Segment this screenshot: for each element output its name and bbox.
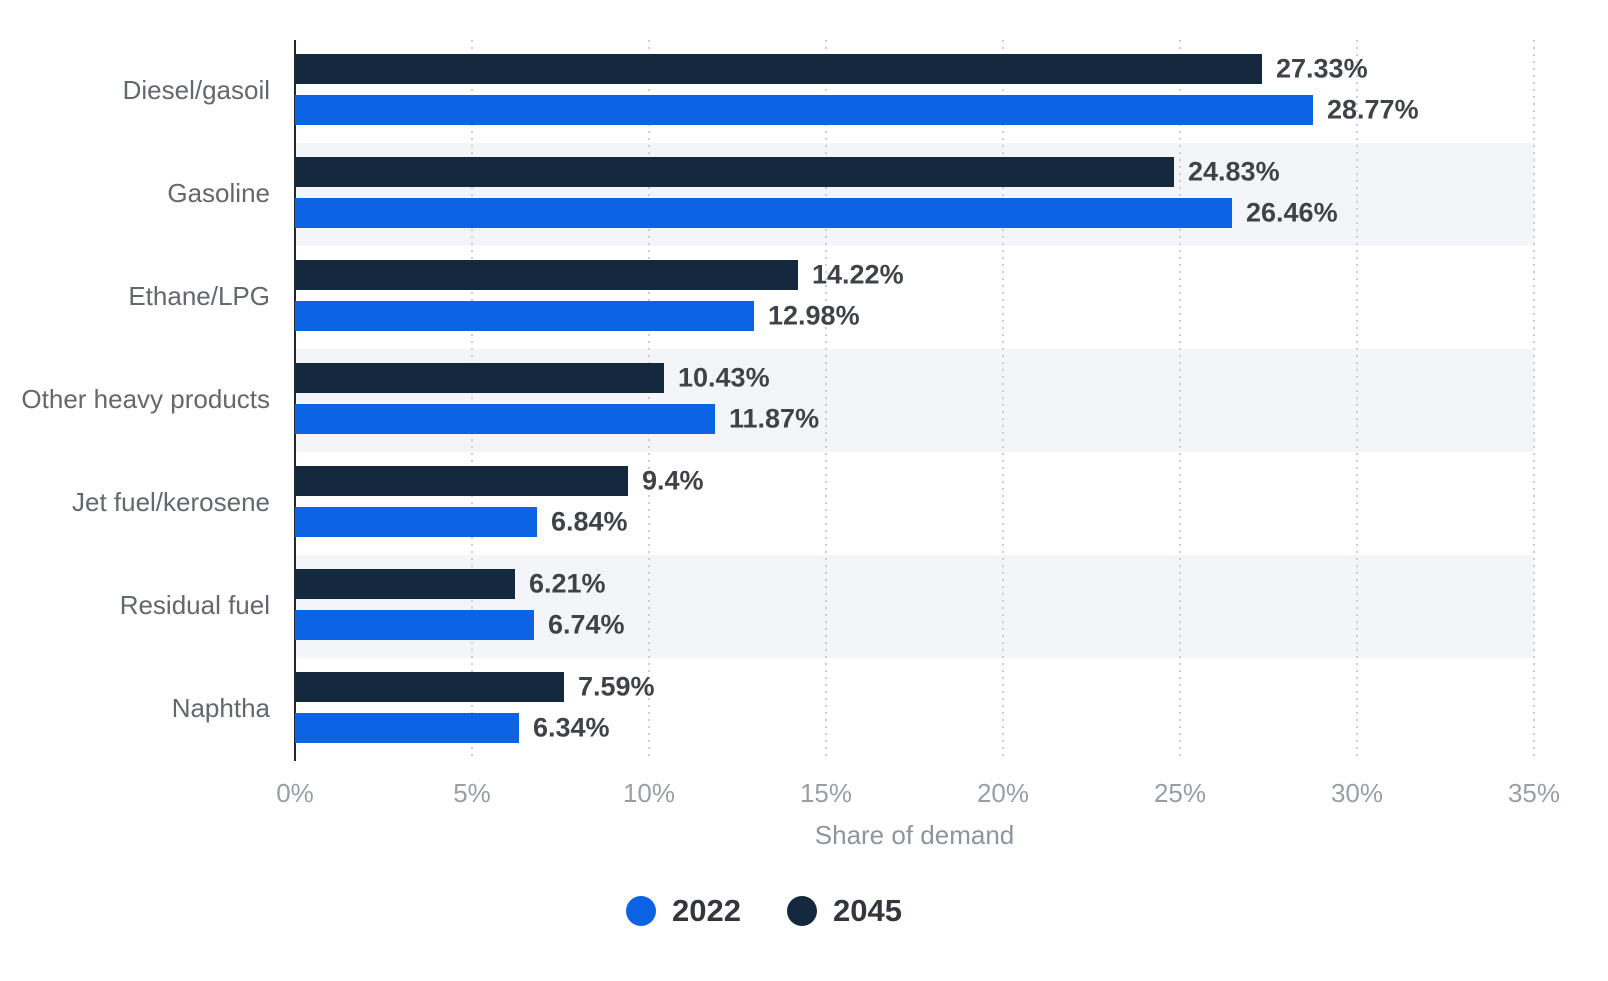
gridline [1356, 40, 1358, 761]
gridline [471, 40, 473, 761]
x-tick-label: 25% [1153, 778, 1207, 808]
category-label: Other heavy products [21, 384, 270, 414]
bar-value-label: 6.84% [551, 506, 628, 537]
bar-2045 [295, 466, 628, 496]
gridline [1002, 40, 1004, 761]
category-label: Residual fuel [119, 590, 270, 620]
bar-value-label: 6.74% [548, 609, 625, 640]
x-tick-label: 10% [622, 778, 676, 808]
category-label: Jet fuel/kerosene [71, 487, 270, 517]
legend-marker-icon [626, 896, 657, 926]
bar-value-label: 14.22% [812, 259, 904, 290]
category-label: Ethane/LPG [128, 281, 270, 311]
bar-2022 [295, 198, 1232, 228]
bar-2022 [295, 404, 715, 434]
bar-2022 [295, 610, 534, 640]
gridline [825, 40, 827, 761]
bar-2022 [295, 713, 519, 743]
bar-2045 [295, 569, 515, 599]
x-tick-label: 20% [976, 778, 1030, 808]
bar-2022 [295, 507, 537, 537]
bar-value-label: 26.46% [1246, 197, 1338, 228]
bar-value-label: 6.21% [529, 568, 606, 599]
bar-value-label: 6.34% [533, 712, 610, 743]
legend-label: 2045 [833, 893, 902, 928]
x-tick-label: 5% [453, 778, 491, 808]
category-label: Diesel/gasoil [122, 75, 270, 105]
gridline [1533, 40, 1535, 761]
bar-2045 [295, 672, 564, 702]
y-axis-line [294, 40, 296, 761]
x-tick-label: 35% [1507, 778, 1561, 808]
bar-value-label: 12.98% [768, 300, 860, 331]
bar-2045 [295, 54, 1262, 84]
gridline [648, 40, 650, 761]
bar-value-label: 9.4% [642, 465, 704, 496]
x-axis-title: Share of demand [814, 820, 1015, 850]
legend: 2022 2045 [0, 893, 1568, 929]
bar-2045 [295, 157, 1174, 187]
category-label: Naphtha [171, 693, 270, 723]
x-tick-label: 30% [1330, 778, 1384, 808]
bar-value-label: 28.77% [1327, 94, 1419, 125]
bar-value-label: 10.43% [678, 362, 770, 393]
bar-value-label: 11.87% [729, 403, 820, 434]
bar-2022 [295, 95, 1313, 125]
bar-value-label: 24.83% [1188, 156, 1280, 187]
bar-value-label: 7.59% [578, 671, 655, 702]
legend-label: 2022 [672, 893, 741, 928]
gridline [1179, 40, 1181, 761]
plot-area: 27.33% 28.77% 24.83% 26.46% 14.22% 12.98% 10.4… [294, 40, 1535, 761]
x-tick-label: 0% [276, 778, 314, 808]
bar-value-label: 27.33% [1276, 53, 1368, 84]
legend-item-2045[interactable]: 2045 [787, 893, 902, 929]
bar-2022 [295, 301, 754, 331]
legend-item-2022[interactable]: 2022 [626, 893, 741, 929]
legend-marker-icon [787, 896, 817, 926]
bar-2045 [295, 363, 664, 393]
category-label: Gasoline [167, 178, 270, 208]
bar-2045 [295, 260, 798, 290]
x-tick-label: 15% [799, 778, 853, 808]
